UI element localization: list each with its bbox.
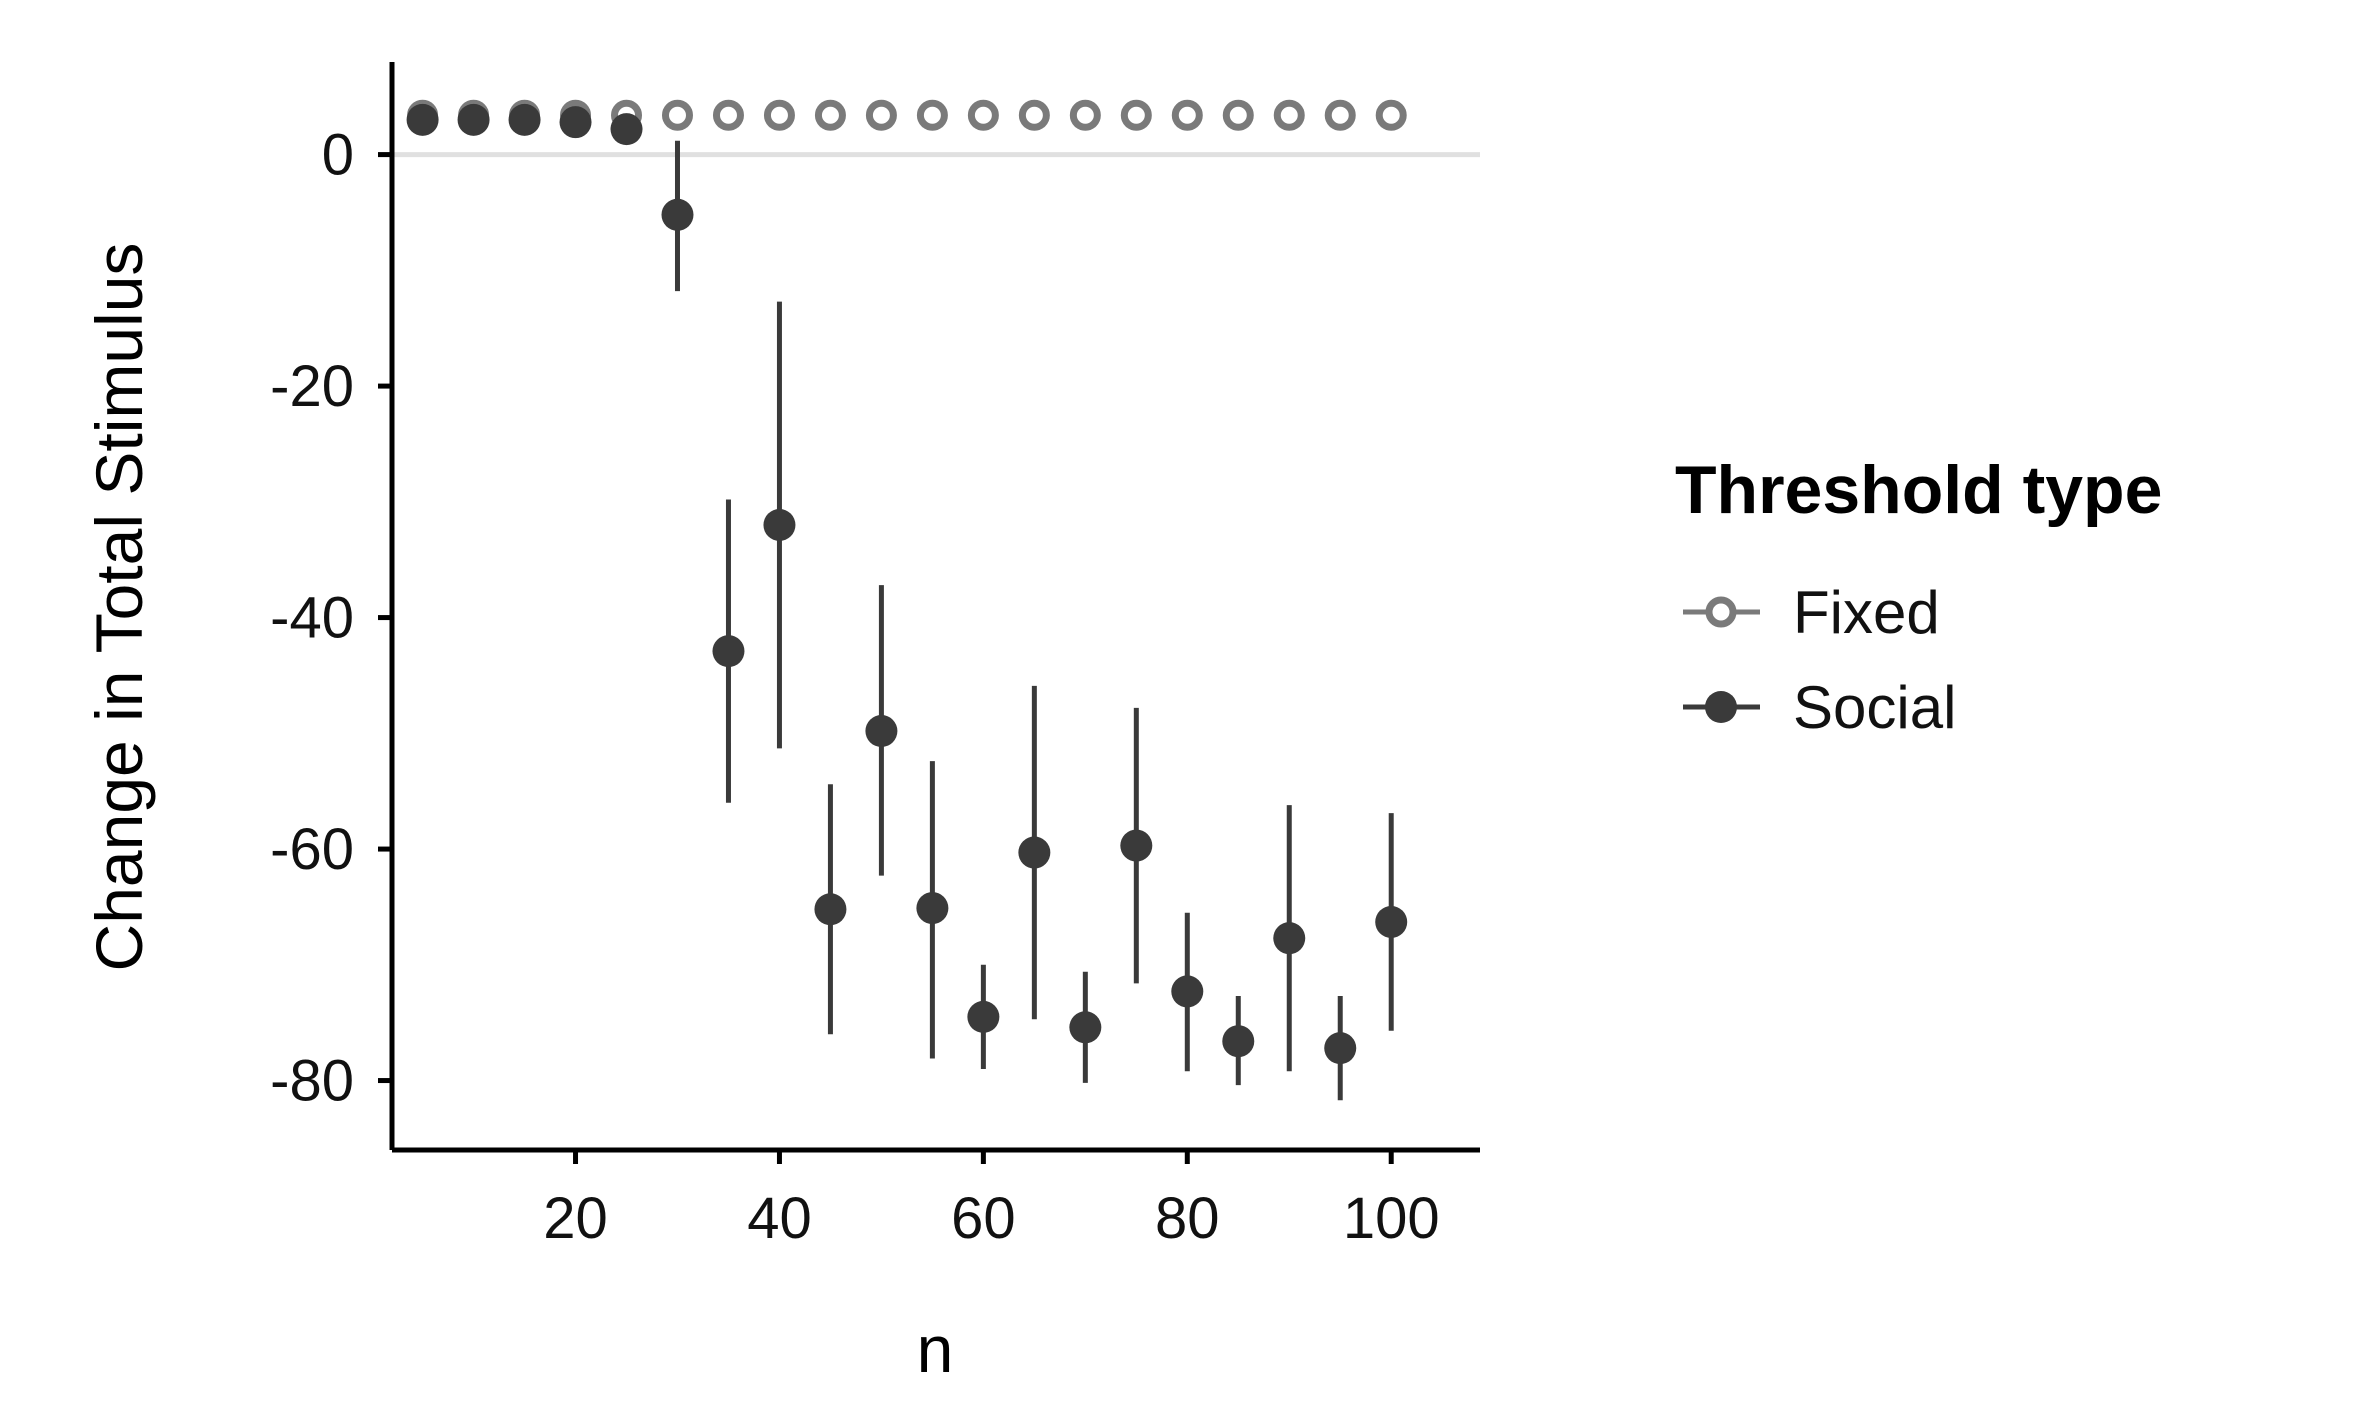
fixed-point <box>967 99 999 131</box>
legend-item-fixed: Fixed <box>1683 579 1940 646</box>
fixed-point <box>1171 99 1203 131</box>
legend-key-marker-social <box>1705 691 1737 723</box>
fixed-point <box>712 99 744 131</box>
social-point <box>916 892 949 925</box>
social-point <box>763 508 796 541</box>
fixed-point <box>814 99 846 131</box>
x-tick-label: 20 <box>543 1186 608 1251</box>
fixed-point <box>1375 99 1407 131</box>
social-point <box>1375 905 1408 938</box>
fixed-point <box>1273 99 1305 131</box>
fixed-point <box>1120 99 1152 131</box>
fixed-point <box>1222 99 1254 131</box>
axes: 20 40 60 80 100 0 -20 -40 -60 -80 <box>270 62 1480 1251</box>
social-point <box>1018 836 1051 869</box>
y-tick-label: -80 <box>270 1049 354 1114</box>
social-point <box>712 635 745 668</box>
legend-label-fixed: Fixed <box>1793 579 1940 646</box>
y-axis-title: Change in Total Stimulus <box>82 243 156 972</box>
social-point <box>865 715 898 748</box>
fixed-point <box>763 99 795 131</box>
plot-area <box>392 99 1480 1101</box>
legend-title: Threshold type <box>1675 452 2162 528</box>
x-axis-title: n <box>917 1312 954 1386</box>
fixed-point <box>916 99 948 131</box>
social-point <box>457 103 490 136</box>
fixed-point <box>661 99 693 131</box>
social-point <box>1171 975 1204 1008</box>
social-point <box>1069 1011 1102 1044</box>
y-tick-label: -60 <box>270 817 354 882</box>
x-tick-label: 60 <box>951 1186 1016 1251</box>
fixed-point <box>1324 99 1356 131</box>
social-point <box>610 113 643 146</box>
fixed-point <box>1018 99 1050 131</box>
x-tick-label: 100 <box>1343 1186 1440 1251</box>
y-tick-label: -40 <box>270 586 354 651</box>
social-point <box>661 198 694 231</box>
social-point <box>559 106 592 139</box>
legend: Threshold type Fixed Social <box>1675 452 2162 741</box>
fixed-point <box>865 99 897 131</box>
social-point <box>1273 922 1306 955</box>
social-point <box>1222 1025 1255 1058</box>
social-point <box>406 103 439 136</box>
y-tick-label: 0 <box>322 123 354 188</box>
legend-label-social: Social <box>1793 674 1956 741</box>
legend-item-social: Social <box>1683 674 1956 741</box>
social-point <box>508 103 541 136</box>
legend-key-marker-fixed <box>1705 596 1737 628</box>
fixed-point <box>1069 99 1101 131</box>
social-point <box>967 1000 1000 1033</box>
x-tick-label: 80 <box>1155 1186 1220 1251</box>
y-tick-label: -20 <box>270 354 354 419</box>
social-point <box>1324 1032 1357 1065</box>
social-point <box>1120 829 1153 862</box>
social-point <box>814 893 847 926</box>
x-tick-label: 40 <box>747 1186 812 1251</box>
